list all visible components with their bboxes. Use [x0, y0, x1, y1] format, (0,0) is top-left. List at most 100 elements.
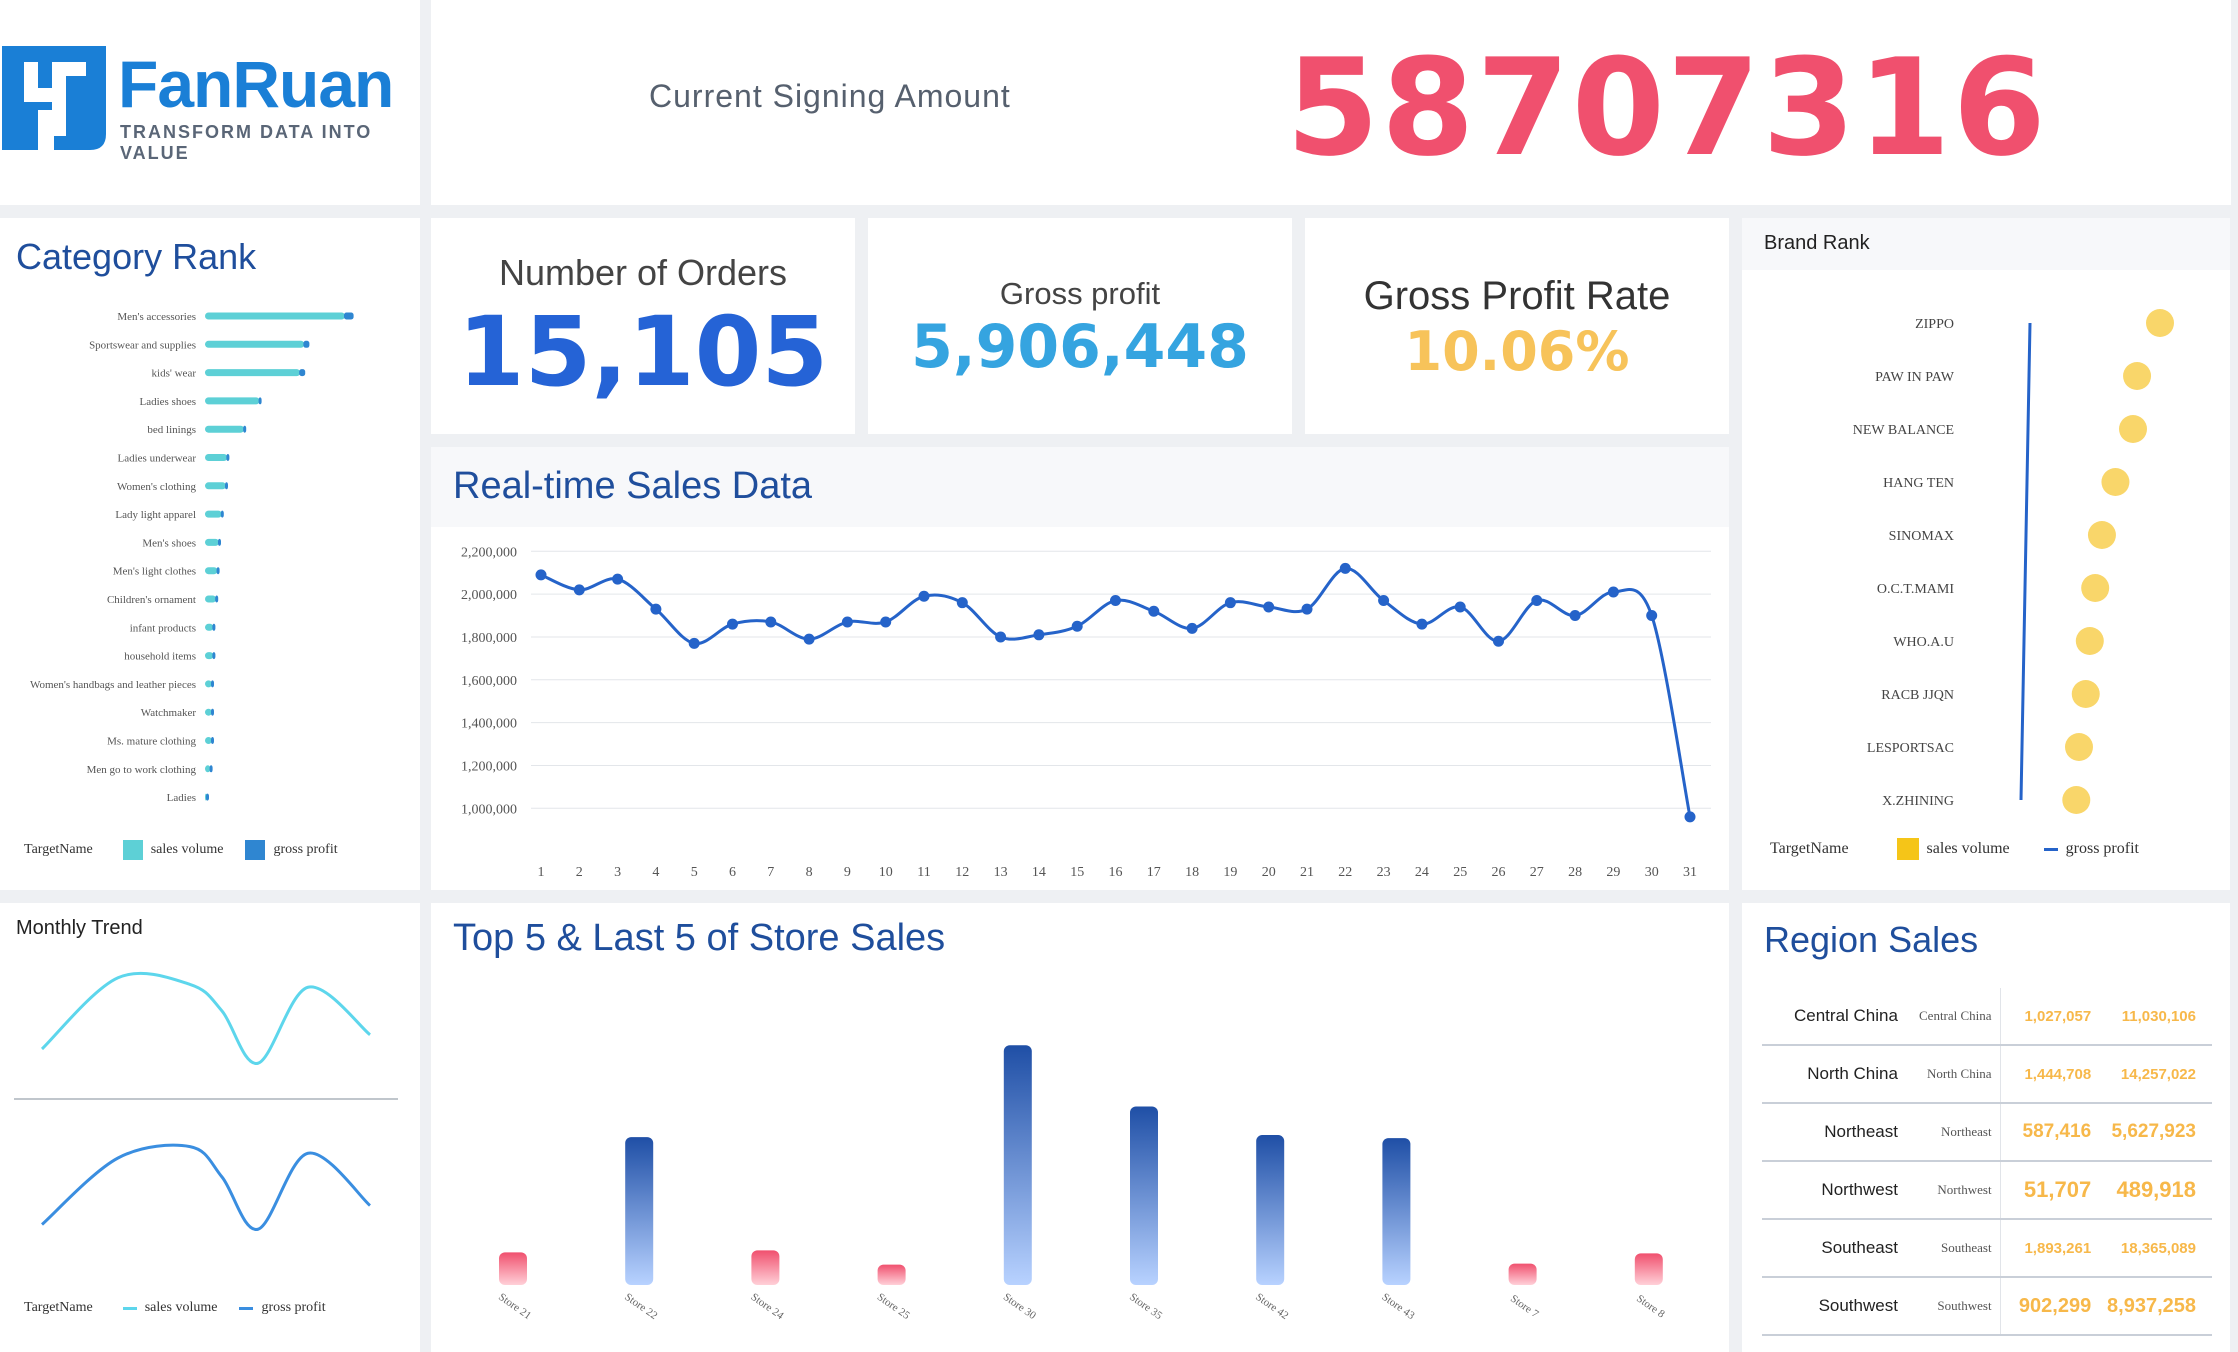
store-label: Store 22: [622, 1291, 659, 1322]
realtime-title: Real-time Sales Data: [453, 465, 813, 507]
legend-line-sales: [122, 1306, 137, 1310]
store-bar: [751, 1250, 780, 1285]
category-label: Men go to work clothing: [87, 764, 197, 776]
data-point: [1416, 618, 1428, 630]
gross-profit-bar: [215, 595, 219, 603]
legend-sales-label: sales volume: [1926, 840, 2010, 857]
data-point: [1378, 595, 1390, 607]
x-tick-label: 8: [806, 865, 813, 880]
gross-profit-bar: [216, 567, 220, 575]
fanruan-logo-icon: [2, 46, 106, 150]
region-value-2: 11,030,106: [2095, 988, 2212, 1046]
store-label: Store 42: [1253, 1291, 1290, 1322]
sales-volume-bar: [205, 765, 211, 773]
sales-volume-dot: [2065, 733, 2093, 761]
x-tick-label: 18: [1185, 865, 1199, 880]
y-tick-label: 1,000,000: [461, 802, 517, 817]
x-tick-label: 1: [538, 865, 545, 880]
sales-volume-dot: [2071, 680, 2100, 708]
data-point: [995, 631, 1007, 643]
store-bar: [625, 1137, 654, 1285]
x-tick-label: 29: [1606, 865, 1620, 880]
store-label: Store 35: [1127, 1291, 1165, 1322]
region-name: North China: [1762, 1045, 1906, 1104]
data-point: [535, 569, 547, 581]
sales-volume-bar: [205, 538, 219, 546]
gross-profit-bar: [220, 510, 224, 518]
x-tick-label: 23: [1377, 865, 1391, 880]
legend-profit-label: gross profit: [2065, 840, 2139, 857]
y-tick-label: 1,800,000: [461, 631, 517, 646]
region-name: Central China: [1762, 988, 1906, 1046]
region-alt-name: Central China: [1905, 988, 2001, 1046]
data-point: [1607, 586, 1619, 598]
x-tick-label: 15: [1070, 865, 1084, 880]
region-alt-name: Northwest: [1905, 1161, 2001, 1220]
x-tick-label: 7: [767, 865, 774, 880]
store-label: Store 8: [1634, 1293, 1667, 1321]
x-tick-label: 3: [614, 865, 621, 880]
signing-amount-panel: Current Signing Amount 58707316: [431, 0, 2231, 205]
region-value-1: 1,444,708: [2000, 1045, 2096, 1104]
gross-profit-value: 5,906,448: [911, 312, 1249, 382]
store-bar: [1508, 1263, 1537, 1285]
x-tick-label: 5: [691, 865, 698, 880]
x-tick-label: 9: [844, 865, 851, 880]
legend-profit-label: gross profit: [261, 1300, 326, 1315]
gross-profit-bar: [212, 652, 216, 660]
x-tick-label: 24: [1415, 865, 1429, 880]
region-row: Northwest Northwest 51,707 489,918: [1762, 1161, 2212, 1220]
gross-profit-bar: [243, 425, 247, 433]
region-value-1: 51,707: [2000, 1161, 2096, 1220]
gross-profit-bar: [211, 737, 214, 744]
store-label: Store 30: [1001, 1291, 1039, 1322]
orders-kpi-panel: Number of Orders 15,105: [431, 218, 855, 434]
gross-profit-kpi-panel: Gross profit 5,906,448: [868, 218, 1292, 434]
region-row: North China North China 1,444,708 14,257,02…: [1762, 1045, 2212, 1104]
sales-volume-dot: [2123, 362, 2152, 390]
y-tick-label: 1,600,000: [461, 674, 517, 689]
data-point: [1110, 595, 1121, 607]
brand-label: WHO.A.U: [1893, 635, 1954, 650]
brand-label: SINOMAX: [1889, 529, 1954, 544]
y-tick-label: 2,200,000: [461, 545, 517, 560]
category-label: Ladies: [167, 792, 196, 804]
brand-label: O.C.T.MAMI: [1877, 582, 1954, 597]
brand-rank-chart: ZIPPO PAW IN PAW NEW BALANCE HANG TEN SINOMA…: [1853, 309, 2174, 814]
data-point: [1263, 601, 1275, 613]
region-value-2: 8,937,258: [2095, 1277, 2212, 1336]
brand-label: ZIPPO: [1915, 317, 1954, 332]
logo-name: FanRuan: [118, 47, 394, 121]
data-point: [688, 637, 700, 649]
x-tick-label: 30: [1645, 865, 1659, 880]
store-sales-chart: Store 21 Store 22 Store 24 Store 25 Store 30…: [496, 1045, 1667, 1322]
data-point: [1301, 603, 1313, 615]
store-sales-title: Top 5 & Last 5 of Store Sales: [453, 917, 946, 959]
gross-profit-bar: [211, 708, 214, 716]
store-label: Store 25: [875, 1291, 913, 1322]
region-value-1: 1,893,261: [2000, 1219, 2096, 1278]
region-row: Central China Central China 1,027,057 11,03…: [1762, 988, 2212, 1046]
legend-target-name: TargetName: [24, 1300, 93, 1315]
orders-label: Number of Orders: [498, 252, 788, 293]
category-label: Ladies shoes: [139, 396, 196, 408]
store-label: Store 24: [749, 1291, 787, 1322]
data-point: [650, 603, 662, 615]
x-tick-label: 28: [1568, 865, 1582, 880]
brand-label: LESPORTSAC: [1867, 741, 1954, 756]
region-name: Southeast: [1762, 1219, 1906, 1278]
sales-volume-bar: [205, 708, 212, 716]
x-tick-label: 13: [994, 865, 1008, 880]
legend-swatch-sales: [122, 840, 143, 860]
category-label: Watchmaker: [141, 707, 197, 719]
brand-label: RACB JJQN: [1881, 688, 1954, 703]
region-name: Northwest: [1762, 1161, 1906, 1220]
category-label: infant products: [130, 622, 196, 634]
region-value-1: 902,299: [2000, 1277, 2096, 1336]
legend-swatch-profit: [245, 840, 266, 860]
gross-profit-bar: [211, 680, 214, 688]
data-point: [880, 616, 892, 628]
store-bar: [877, 1264, 906, 1285]
monthly-trend-legend: TargetName sales volume gross profit: [24, 1300, 326, 1316]
data-point: [765, 616, 777, 628]
